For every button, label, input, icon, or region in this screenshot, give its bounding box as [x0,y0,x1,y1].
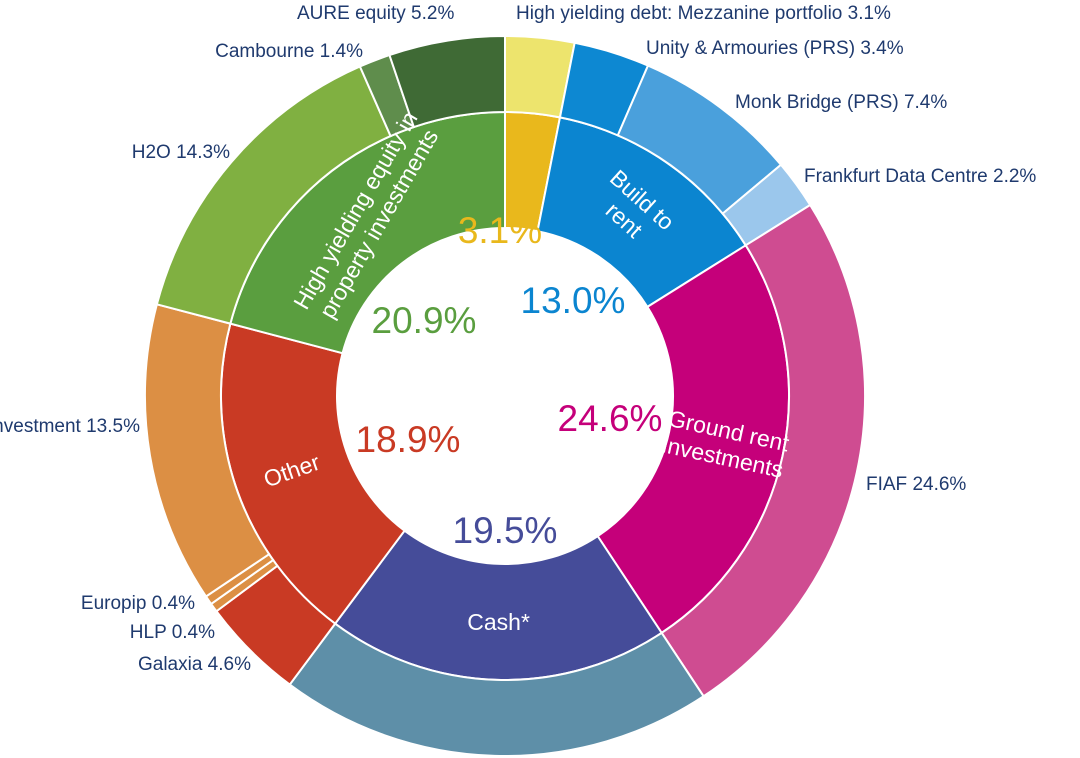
outer-segment-labels: AURE equity 5.2% High yielding debt: Mez… [0,3,1036,675]
label-h2o: H2O 14.3% [132,142,230,163]
percent-label-mezz: 3.1% [458,210,542,251]
percent-label-cash: 19.5% [453,510,558,551]
label-hlp: HLP 0.4% [130,622,215,643]
percent-label-ground: 24.6% [558,398,663,439]
inner-ring [220,110,790,681]
outer-ring [144,34,866,757]
category-label-cash: Cash* [467,609,530,635]
label-monk-bridge: Monk Bridge (PRS) 7.4% [735,92,947,113]
percent-label-hyeq: 20.9% [372,300,477,341]
label-frankfurt: Frankfurt Data Centre 2.2% [804,166,1036,187]
label-cambourne: Cambourne 1.4% [215,41,363,62]
percent-label-other: 18.9% [356,419,461,460]
outer-segment-aure-equity-5-2 [388,34,506,129]
label-mezzanine: High yielding debt: Mezzanine portfolio … [516,3,891,24]
label-fiaf: FIAF 24.6% [866,474,966,495]
label-europip: Europip 0.4% [81,593,195,614]
label-aure-equity: AURE equity 5.2% [297,3,454,24]
percent-label-btr: 13.0% [521,280,626,321]
label-galaxia: Galaxia 4.6% [138,654,251,675]
category-percent-labels: 3.1% 13.0% 24.6% 19.5% 18.9% 20.9% [356,210,663,551]
category-label-line: Cash* [467,609,530,635]
label-indirect-asset: Indirect asset backed investment 13.5% [0,416,140,437]
label-unity-armouries: Unity & Armouries (PRS) 3.4% [646,38,904,59]
